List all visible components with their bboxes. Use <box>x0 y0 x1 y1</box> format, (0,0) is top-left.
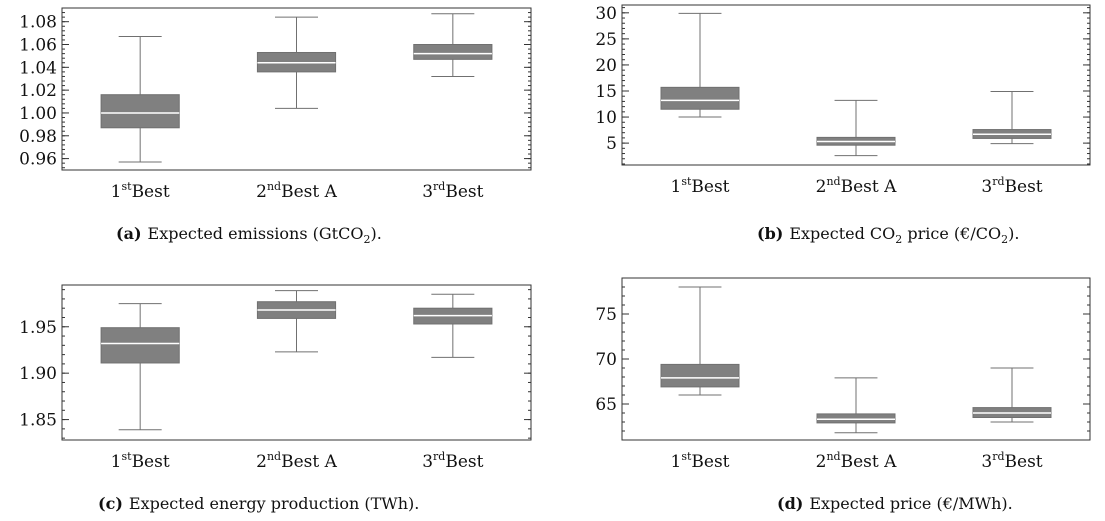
x-tick-label: 1stBest <box>670 175 729 197</box>
caption-c-text: Expected energy production (TWh). <box>128 494 420 513</box>
x-tick-label: 2ndBest A <box>816 450 897 472</box>
x-tick-label: 2ndBest A <box>256 180 337 202</box>
plot-frame <box>61 284 532 441</box>
caption-a-sub: 2 <box>363 233 371 247</box>
x-tick-label: 2ndBest A <box>816 175 897 197</box>
plot-frame <box>621 4 1091 166</box>
box-iqr <box>100 327 180 364</box>
box-iqr <box>100 94 180 129</box>
y-tick-label: 20 <box>595 56 617 76</box>
x-tick-label: 1stBest <box>670 450 729 472</box>
y-tick-label: 1.02 <box>19 81 57 101</box>
x-tick-label: 1stBest <box>111 450 170 472</box>
caption-b-sub2: 2 <box>1001 233 1009 247</box>
box-iqr <box>660 363 740 388</box>
caption-c-letter: (c) <box>98 494 123 513</box>
chart-svg-d: 65 70 75 1stBest 2ndBest A 3rdBest <box>595 277 1091 472</box>
caption-a-text: Expected emissions (GtCO <box>147 224 364 243</box>
caption-b-text: Expected CO <box>789 224 896 243</box>
box-iqr <box>660 86 740 110</box>
y-tick-label: 30 <box>595 4 617 24</box>
caption-b-after2: ). <box>1008 224 1020 243</box>
box-iqr <box>413 44 493 60</box>
chart-panel-c: 1.85 1.90 1.95 1stBest 2ndBest A 3rdBest <box>0 270 545 520</box>
x-tick-label: 2ndBest A <box>256 450 337 472</box>
y-tick-label: 75 <box>595 305 617 325</box>
y-tick-label: 1.04 <box>19 58 57 78</box>
y-tick-label: 1.95 <box>19 318 57 338</box>
caption-d: (d) Expected price (€/MWh). <box>777 494 1013 513</box>
caption-b-after: price (€/CO <box>902 224 1002 243</box>
y-tick-label: 1.90 <box>19 364 57 384</box>
chart-panel-d: 65 70 75 1stBest 2ndBest A 3rdBest <box>555 270 1105 520</box>
caption-b-sub: 2 <box>895 233 903 247</box>
y-tick-label: 0.98 <box>19 127 57 147</box>
caption-b: (b) Expected CO2 price (€/CO2). <box>757 224 1019 246</box>
x-tick-label: 3rdBest <box>422 450 483 472</box>
y-tick-label: 1.00 <box>19 104 57 124</box>
caption-a-letter: (a) <box>116 224 142 243</box>
y-tick-label: 25 <box>595 30 617 50</box>
y-tick-label: 70 <box>595 350 617 370</box>
caption-b-letter: (b) <box>757 224 784 243</box>
chart-svg-c: 1.85 1.90 1.95 1stBest 2ndBest A 3rdBest <box>19 284 532 472</box>
caption-a: (a) Expected emissions (GtCO2). <box>116 224 382 246</box>
x-tick-label: 1stBest <box>111 180 170 202</box>
caption-a-after: ). <box>370 224 382 243</box>
y-tick-label: 65 <box>595 395 617 415</box>
x-tick-label: 3rdBest <box>981 175 1042 197</box>
x-tick-label: 3rdBest <box>981 450 1042 472</box>
y-tick-label: 5 <box>606 134 617 154</box>
caption-d-text: Expected price (€/MWh). <box>809 494 1013 513</box>
y-tick-label: 1.06 <box>19 36 57 56</box>
caption-c: (c) Expected energy production (TWh). <box>98 494 419 513</box>
chart-panel-a: 0.96 0.98 1.00 1.02 1.04 1.06 1.08 1stBest 2ndBe… <box>0 0 545 260</box>
y-tick-label: 0.96 <box>19 150 57 170</box>
y-tick-label: 1.85 <box>19 411 57 431</box>
chart-panel-b: 5 10 15 20 25 30 1stBest 2ndBest A 3rdBest <box>555 0 1105 260</box>
x-tick-label: 3rdBest <box>422 180 483 202</box>
y-tick-label: 1.08 <box>19 13 57 33</box>
y-tick-label: 10 <box>595 108 617 128</box>
plot-frame <box>61 7 532 171</box>
caption-d-letter: (d) <box>777 494 804 513</box>
chart-svg-a: 0.96 0.98 1.00 1.02 1.041.06 1.08 1stBest 2ndBe… <box>19 7 532 202</box>
y-tick-label: 15 <box>595 82 617 102</box>
chart-svg-b: 5 10 15 20 25 30 1stBest 2ndBest A 3rdBest <box>595 4 1091 197</box>
box-iqr <box>816 413 896 424</box>
